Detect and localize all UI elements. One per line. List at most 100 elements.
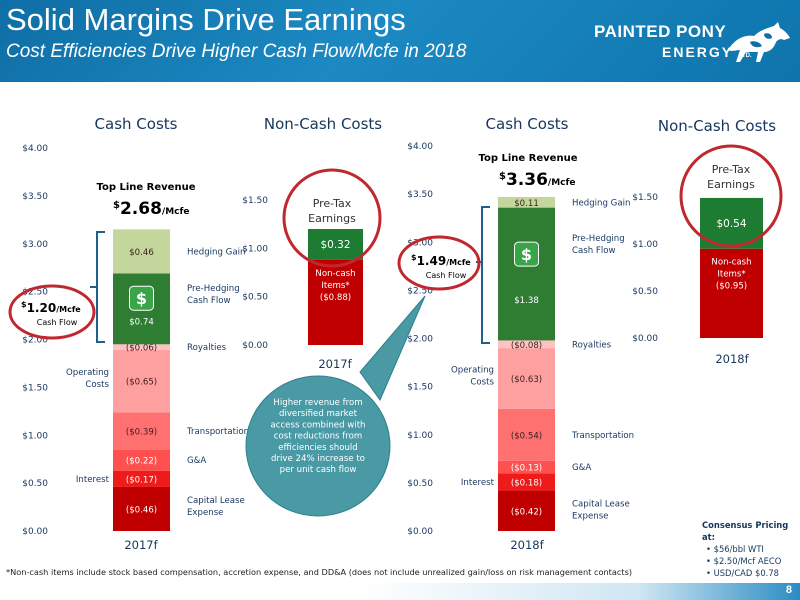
top-line-revenue-label-2018: Top Line Revenue: [479, 153, 578, 164]
segment-name-royalties: Royalties: [572, 340, 612, 350]
y-tick-label: $0.50: [632, 287, 658, 297]
segment-name-interest: Interest: [76, 475, 110, 485]
segment-name-line: Royalties: [187, 343, 227, 353]
non-cash-items-label: Non-cash Items* ($0.95): [711, 258, 751, 292]
cash-flow-highlight-2017: [8, 284, 96, 340]
bar-segment-operating-costs: [113, 350, 170, 413]
y-tick-label: $0.50: [242, 293, 268, 303]
segment-name-capital-lease-expense: Capital Lease Expense: [572, 500, 630, 522]
bottom-bar: [0, 583, 800, 600]
y-tick-label: $0.50: [22, 479, 48, 489]
y-tick-label: $1.50: [242, 196, 268, 206]
operating-costs-line: Costs: [470, 377, 494, 387]
horse-logo-icon: [728, 22, 790, 62]
operating-costs-label: Operating Costs: [451, 365, 494, 387]
callout-text: Higher revenue from diversified market acc…: [270, 398, 365, 475]
pretax-earnings-line1-2018: Pre-Tax: [712, 163, 751, 176]
segment-name-line: Transportation: [571, 431, 634, 441]
segment-name-line: Cash Flow: [187, 296, 231, 306]
slide-header: Solid Margins Drive Earnings Cost Effici…: [0, 0, 800, 82]
callout-line: per unit cash flow: [280, 465, 357, 475]
bar-value-label: $1.38: [514, 296, 539, 306]
y-tick-label: $1.00: [407, 431, 433, 441]
operating-costs-label: Operating Costs: [66, 368, 109, 390]
bar-segment-interest: [498, 473, 555, 491]
panel2-y-axis: $0.00 $0.50 $1.00 $1.50: [242, 196, 268, 351]
bar-value-label: ($0.63): [511, 375, 542, 385]
consensus-item: USD/CAD $0.78: [706, 567, 800, 579]
segment-name-transportation: Transportation: [571, 431, 634, 441]
bar-segment-capital-lease-expense: [498, 490, 555, 531]
top-line-revenue-value-2017: $2.68/Mcfe: [113, 199, 190, 219]
y-tick-label: $3.00: [22, 240, 48, 250]
panel1-title: Cash Costs: [95, 115, 178, 133]
pretax-earnings-label-2018: Pre-Tax Earnings: [707, 163, 755, 191]
y-tick-label: $0.00: [22, 527, 48, 537]
bar-value-label: ($0.13): [511, 463, 542, 473]
cash-flow-label-2018: Cash Flow: [426, 271, 467, 280]
callout-line: cost reductions from: [274, 432, 363, 442]
segment-name-pre-hedging-cash-flow: Pre-Hedging Cash Flow: [187, 284, 240, 306]
segment-name-hedging-gain: Hedging Gain: [187, 247, 245, 257]
segment-name-transportation: Transportation: [186, 427, 249, 437]
dollar-icon-glyph: $: [136, 289, 147, 308]
operating-costs-line: Costs: [85, 380, 109, 390]
callout-pointer: [359, 295, 426, 402]
segment-name-line: Pre-Hedging: [187, 284, 240, 294]
slide-title: Solid Margins Drive Earnings: [6, 2, 406, 37]
callout-line: diversified market: [279, 409, 358, 419]
consensus-item: $2.50/Mcf AECO: [706, 555, 800, 567]
operating-costs-line: Operating: [451, 365, 494, 375]
dollar-icon: [514, 241, 539, 267]
panel1-category-label: 2017f: [124, 538, 158, 552]
panel4-title: Non-Cash Costs: [658, 117, 776, 135]
pretax-earnings-line1-2017: Pre-Tax: [313, 197, 352, 210]
panel3-category-label: 2018f: [510, 538, 544, 552]
segment-name-interest: Interest: [461, 478, 495, 488]
y-tick-label: $2.00: [407, 335, 433, 345]
dollar-icon-glyph: $: [521, 245, 532, 264]
segment-name-line: G&A: [187, 456, 206, 466]
bar-value-label: ($0.18): [511, 478, 542, 488]
bar-value-label: ($0.22): [126, 457, 157, 467]
y-tick-label: $1.00: [22, 431, 48, 441]
bar-segment-g-a: [498, 460, 555, 474]
page-number: 8: [785, 584, 792, 596]
bar-value-label: $0.74: [129, 317, 154, 327]
consensus-item: $56/bbl WTI: [706, 543, 800, 555]
bar-value-label: ($0.39): [126, 427, 157, 437]
segment-name-capital-lease-expense: Capital Lease Expense: [187, 496, 245, 518]
segment-name-line: Expense: [187, 508, 223, 518]
non-cash-line: Items*: [321, 281, 350, 291]
bar-segment-capital-lease-expense: [113, 486, 170, 531]
pretax-earnings-label-2017: Pre-Tax Earnings: [308, 197, 356, 225]
y-tick-label: $4.00: [407, 142, 433, 152]
panel4-bar: Non-cash Items* ($0.95) $0.54: [700, 197, 763, 338]
non-cash-line: Non-cash: [711, 258, 751, 268]
panel1-y-axis: $0.00 $0.50 $1.00 $1.50 $2.00 $2.50 $3.00 $3.50…: [22, 144, 48, 537]
bar-value-label: ($0.54): [511, 431, 542, 441]
bar-value-label: $0.32: [320, 239, 350, 251]
panel2-category-label: 2017f: [318, 357, 352, 371]
y-tick-label: $2.00: [22, 336, 48, 346]
bar-segment-hedging-gain: [498, 197, 555, 208]
segment-name-line: Royalties: [572, 340, 612, 350]
y-tick-label: $0.00: [632, 334, 658, 344]
pretax-earnings-highlight-2018: [679, 144, 783, 248]
non-cash-value: ($0.95): [716, 282, 747, 292]
y-tick-label: $0.00: [407, 527, 433, 537]
consensus-heading: Consensus Pricing at:: [702, 520, 789, 542]
cash-flow-brace-2018: [476, 206, 490, 344]
bar-value-label: $0.11: [514, 199, 539, 209]
bar-segment-royalties: [113, 344, 170, 351]
company-logo: PAINTED PONY ENERGY LTD.: [594, 22, 752, 60]
segment-name-line: G&A: [572, 463, 591, 473]
bar-value-label: ($0.65): [126, 378, 157, 388]
segment-name-hedging-gain: Hedging Gain: [572, 198, 630, 208]
top-line-revenue-label-2017: Top Line Revenue: [97, 182, 196, 193]
callout-line: drive 24% increase to: [271, 454, 365, 464]
y-tick-label: $1.50: [632, 193, 658, 203]
bar-segment-transportation: [498, 408, 555, 461]
y-tick-label: $3.00: [407, 238, 433, 248]
bar-segment-operating-costs: [498, 348, 555, 409]
